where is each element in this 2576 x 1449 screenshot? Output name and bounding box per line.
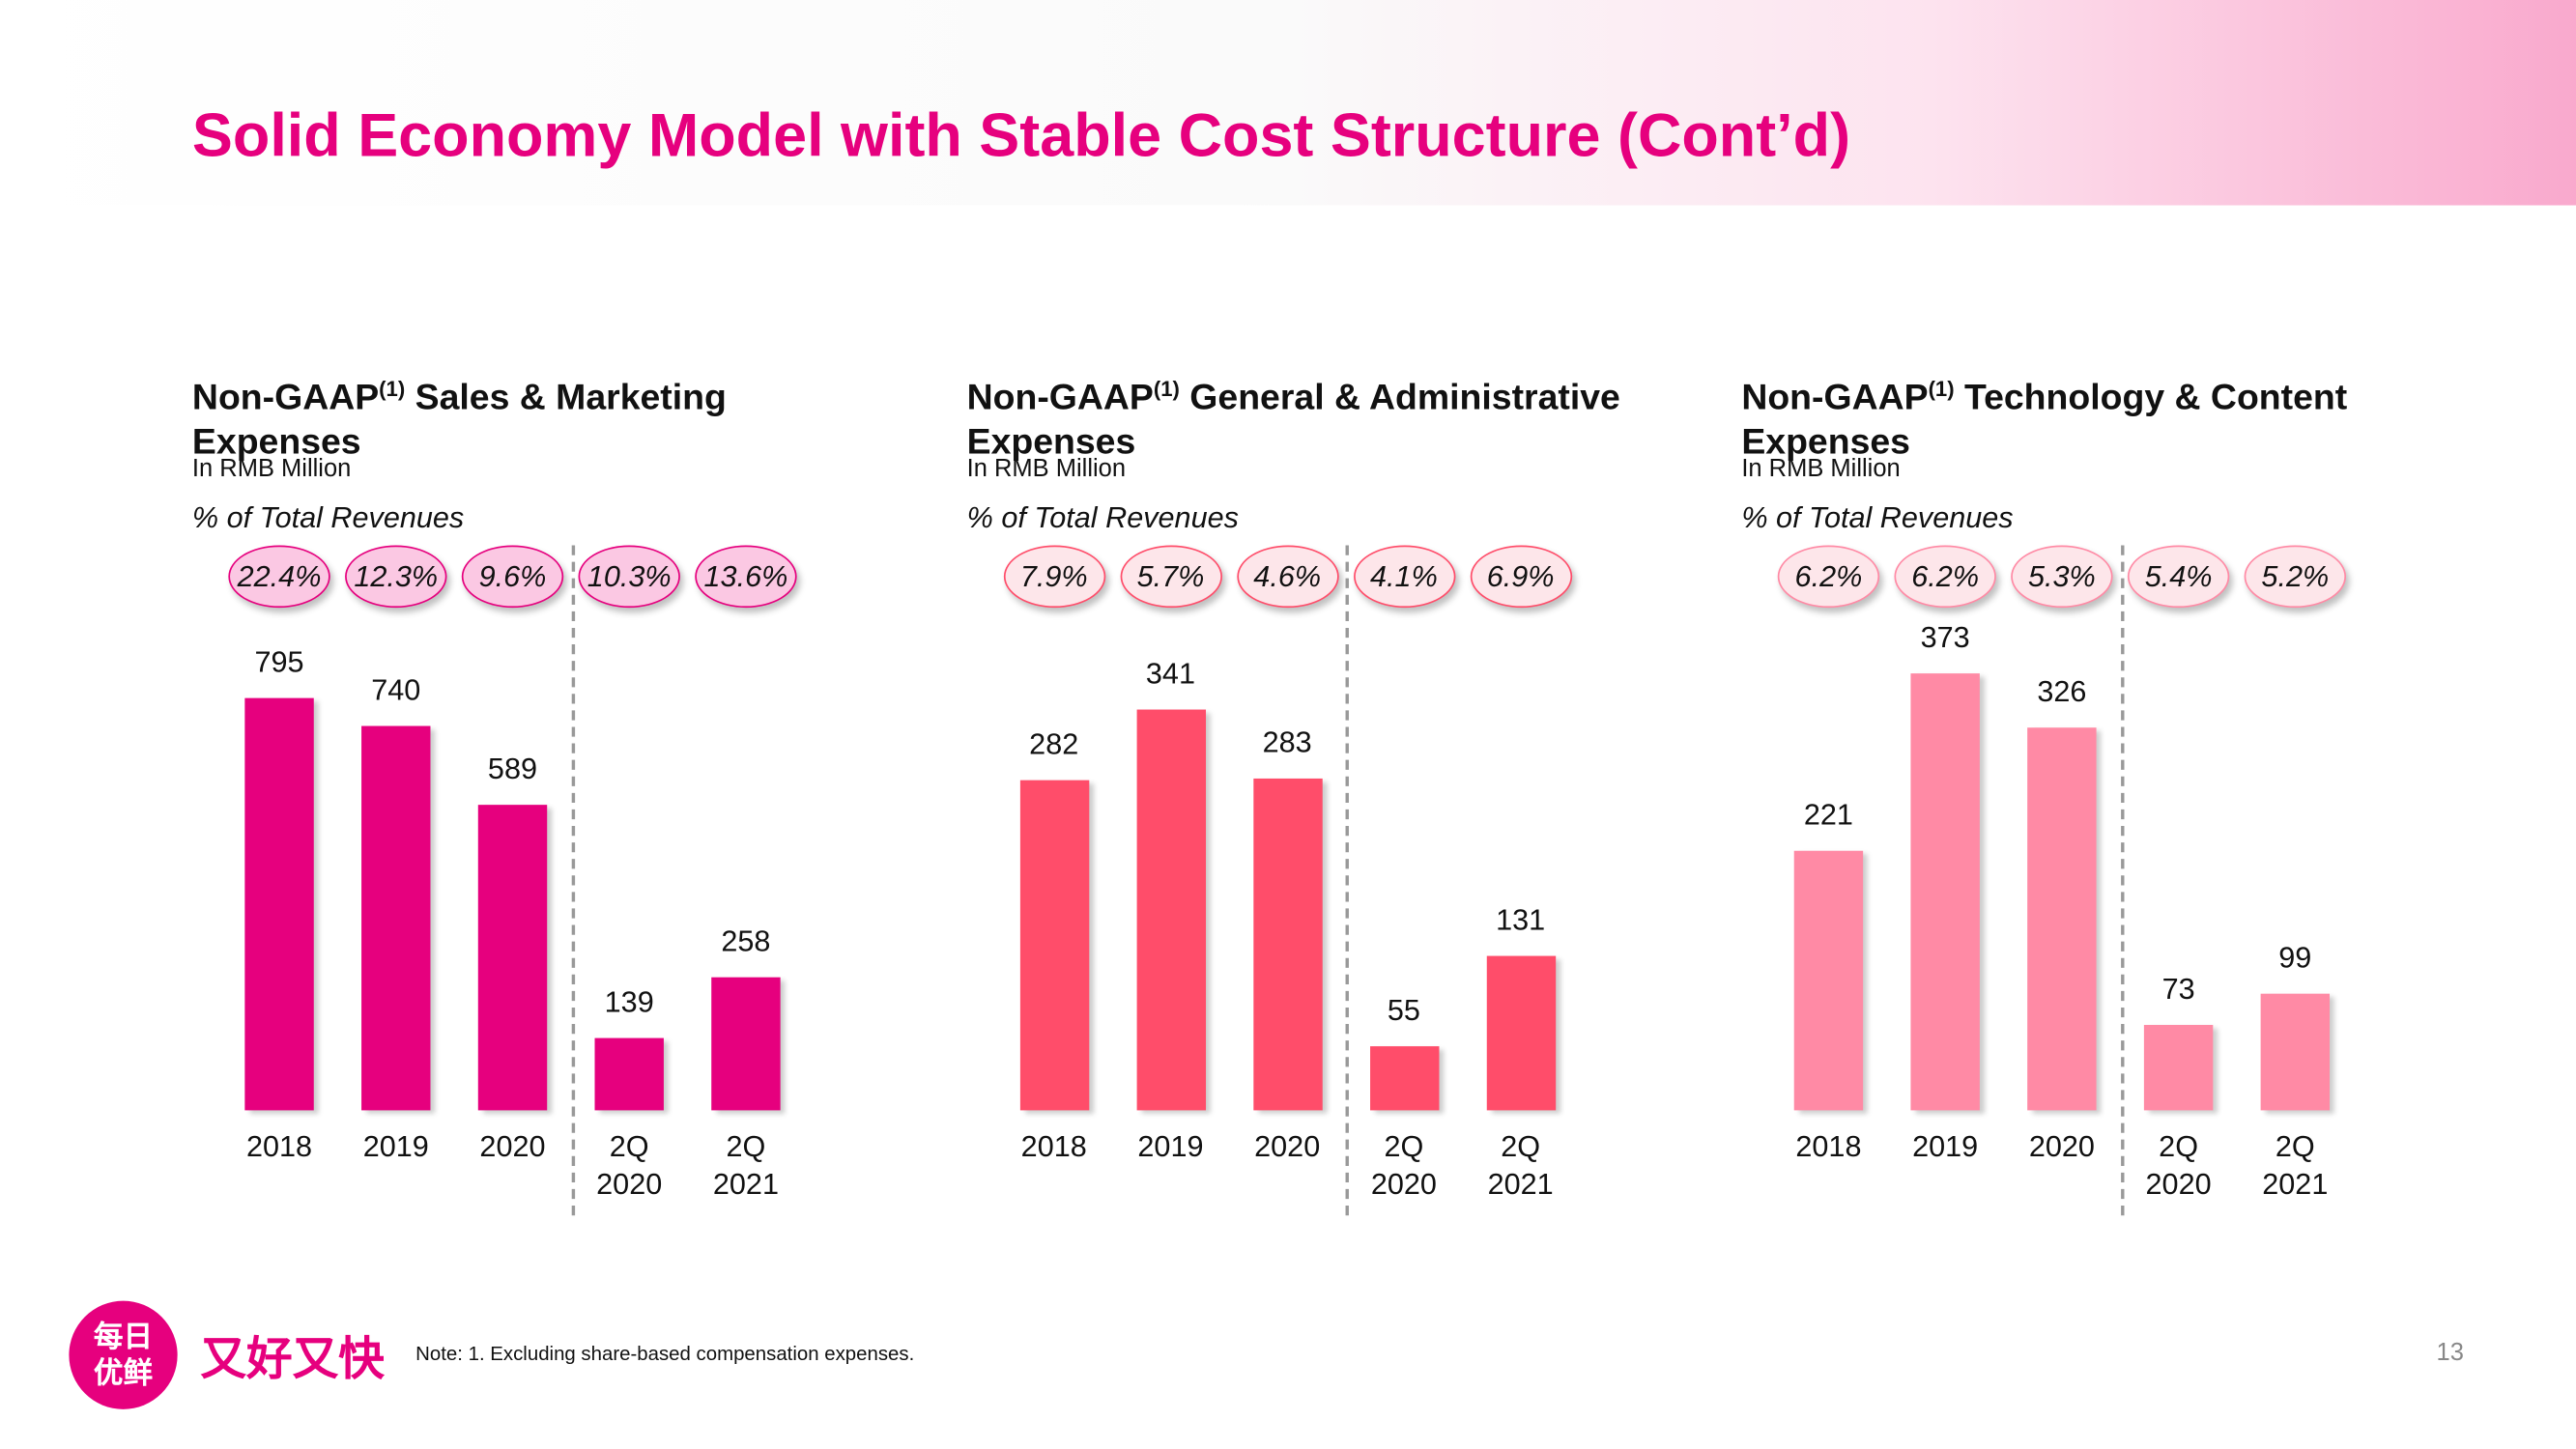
bar bbox=[594, 1037, 664, 1111]
bar bbox=[477, 805, 548, 1111]
x-tick-label: 2018 bbox=[245, 1129, 313, 1163]
chart-title-note: (1) bbox=[379, 376, 406, 401]
pct-oval: 6.2% bbox=[1777, 545, 1880, 609]
page-title: Solid Economy Model with Stable Cost Str… bbox=[191, 101, 1851, 170]
bar bbox=[2143, 1024, 2214, 1111]
chart-subtitle: In RMB Million bbox=[966, 454, 1127, 483]
bar bbox=[1793, 850, 1864, 1111]
pct-oval: 7.9% bbox=[1003, 545, 1105, 609]
x-tick-label: 2020 bbox=[479, 1129, 546, 1163]
value-label: 326 bbox=[2037, 675, 2087, 709]
x-tick-label: 2018 bbox=[1795, 1129, 1862, 1163]
x-tick-label: 2019 bbox=[362, 1129, 429, 1163]
value-label: 99 bbox=[2278, 941, 2312, 975]
pct-oval: 5.3% bbox=[2011, 545, 2113, 609]
chart-title-text: Non-GAAP bbox=[966, 376, 1154, 417]
bar bbox=[361, 726, 431, 1111]
bar bbox=[244, 697, 314, 1111]
pct-oval: 5.2% bbox=[2244, 545, 2347, 609]
chart-subtitle: In RMB Million bbox=[1741, 454, 1901, 483]
separator bbox=[570, 545, 575, 1216]
x-tick-label: 2019 bbox=[1912, 1129, 1979, 1163]
x-tick-label: 2Q 2021 bbox=[2262, 1129, 2329, 1201]
separator bbox=[1345, 545, 1349, 1216]
chart-title-note: (1) bbox=[1153, 376, 1180, 401]
chart-title-note: (1) bbox=[1928, 376, 1955, 401]
pct-oval: 9.6% bbox=[461, 545, 564, 609]
chart-title-text: Sales & Marketing Expenses bbox=[191, 376, 727, 462]
value-label: 258 bbox=[721, 923, 771, 957]
value-label: 740 bbox=[371, 673, 421, 707]
value-label: 795 bbox=[254, 645, 304, 679]
bar bbox=[1910, 672, 1980, 1111]
chart-title: Non-GAAP(1) General & Administrative Exp… bbox=[967, 366, 1624, 463]
value-label: 221 bbox=[1803, 798, 1853, 832]
bar bbox=[1485, 956, 1556, 1111]
bar bbox=[711, 976, 781, 1111]
value-label: 283 bbox=[1262, 725, 1312, 759]
footnote: Note: 1. Excluding share-based compensat… bbox=[415, 1342, 915, 1365]
value-label: 139 bbox=[604, 985, 654, 1019]
pct-oval: 10.3% bbox=[578, 545, 680, 609]
x-tick-label: 2Q 2021 bbox=[712, 1129, 779, 1201]
banner bbox=[0, 0, 2576, 206]
pct-oval: 4.1% bbox=[1353, 545, 1455, 609]
bar bbox=[1135, 710, 1206, 1111]
pct-title: % of Total Revenues bbox=[966, 500, 1239, 534]
value-label: 282 bbox=[1029, 726, 1079, 760]
x-tick-label: 2Q 2021 bbox=[1487, 1129, 1554, 1201]
bar bbox=[2260, 994, 2331, 1111]
pct-title: % of Total Revenues bbox=[1741, 500, 2014, 534]
chart-title-text: Non-GAAP bbox=[191, 376, 380, 417]
chart-title: Non-GAAP(1) Technology & Content Expense… bbox=[1741, 366, 2398, 463]
chart-title-text: General & Administrative Expenses bbox=[966, 376, 1620, 462]
x-tick-label: 2019 bbox=[1137, 1129, 1204, 1163]
pct-oval: 12.3% bbox=[345, 545, 447, 609]
pct-title: % of Total Revenues bbox=[191, 500, 465, 534]
value-label: 55 bbox=[1387, 993, 1420, 1027]
pct-oval: 5.7% bbox=[1119, 545, 1222, 609]
x-tick-label: 2020 bbox=[2028, 1129, 2095, 1163]
value-label: 73 bbox=[2161, 972, 2195, 1006]
x-tick-label: 2Q 2020 bbox=[596, 1129, 663, 1201]
x-tick-label: 2Q 2020 bbox=[2145, 1129, 2212, 1201]
logo: 每日优鲜 bbox=[69, 1300, 178, 1409]
bar bbox=[1019, 779, 1089, 1111]
value-label: 131 bbox=[1496, 903, 1546, 937]
chart-subtitle: In RMB Million bbox=[191, 454, 352, 483]
chart-title: Non-GAAP(1) Sales & Marketing Expenses bbox=[192, 366, 849, 463]
pct-oval: 5.4% bbox=[2127, 545, 2230, 609]
chart-title-text: Non-GAAP bbox=[1741, 376, 1929, 417]
pct-oval: 13.6% bbox=[695, 545, 797, 609]
value-label: 589 bbox=[487, 752, 538, 785]
bar bbox=[1369, 1045, 1439, 1111]
slogan: 又好又快 bbox=[200, 1333, 385, 1385]
pct-oval: 6.2% bbox=[1894, 545, 1996, 609]
pct-oval: 22.4% bbox=[228, 545, 330, 609]
bar bbox=[1252, 778, 1322, 1111]
value-label: 341 bbox=[1145, 657, 1195, 691]
x-tick-label: 2020 bbox=[1254, 1129, 1321, 1163]
pct-oval: 6.9% bbox=[1469, 545, 1572, 609]
chart-title-text: Technology & Content Expenses bbox=[1741, 376, 2348, 462]
separator bbox=[2120, 545, 2124, 1216]
x-tick-label: 2Q 2020 bbox=[1370, 1129, 1437, 1201]
x-tick-label: 2018 bbox=[1020, 1129, 1087, 1163]
pct-oval: 4.6% bbox=[1236, 545, 1338, 609]
value-label: 373 bbox=[1920, 619, 1970, 653]
bar bbox=[2027, 727, 2097, 1111]
page-number: 13 bbox=[2436, 1338, 2464, 1367]
